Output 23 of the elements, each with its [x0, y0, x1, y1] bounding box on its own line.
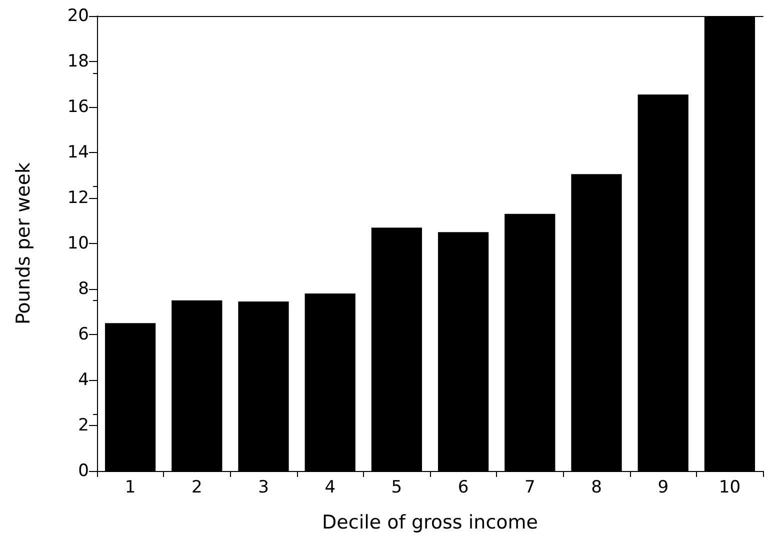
x-tick-label: 1 [124, 478, 136, 498]
y-tick-label: 16 [67, 97, 89, 117]
y-tick-label: 14 [67, 142, 89, 162]
x-tick-label: 5 [391, 478, 402, 498]
y-tick-label: 20 [67, 6, 89, 26]
x-axis-title: Decile of gross income [322, 512, 538, 534]
y-tick-label: 10 [67, 234, 89, 254]
y-tick-label: 6 [78, 324, 89, 344]
x-tick-label: 10 [718, 478, 741, 498]
y-tick-label: 4 [78, 370, 89, 390]
y-tick-label: 0 [78, 461, 89, 481]
y-axis-title: Pounds per week [12, 162, 34, 325]
x-tick-label: 6 [458, 478, 469, 498]
x-tick-label: 7 [524, 478, 536, 498]
y-tick-label: 8 [78, 279, 89, 299]
y-tick-label: 2 [78, 416, 89, 436]
x-tick-label: 9 [658, 478, 669, 498]
x-tick-label: 2 [191, 478, 202, 498]
x-tick-label: 4 [324, 478, 336, 498]
x-tick-label: 8 [591, 478, 602, 498]
y-tick-label: 18 [67, 52, 89, 72]
x-tick-label: 3 [258, 478, 269, 498]
y-tick-label: 12 [67, 188, 89, 208]
